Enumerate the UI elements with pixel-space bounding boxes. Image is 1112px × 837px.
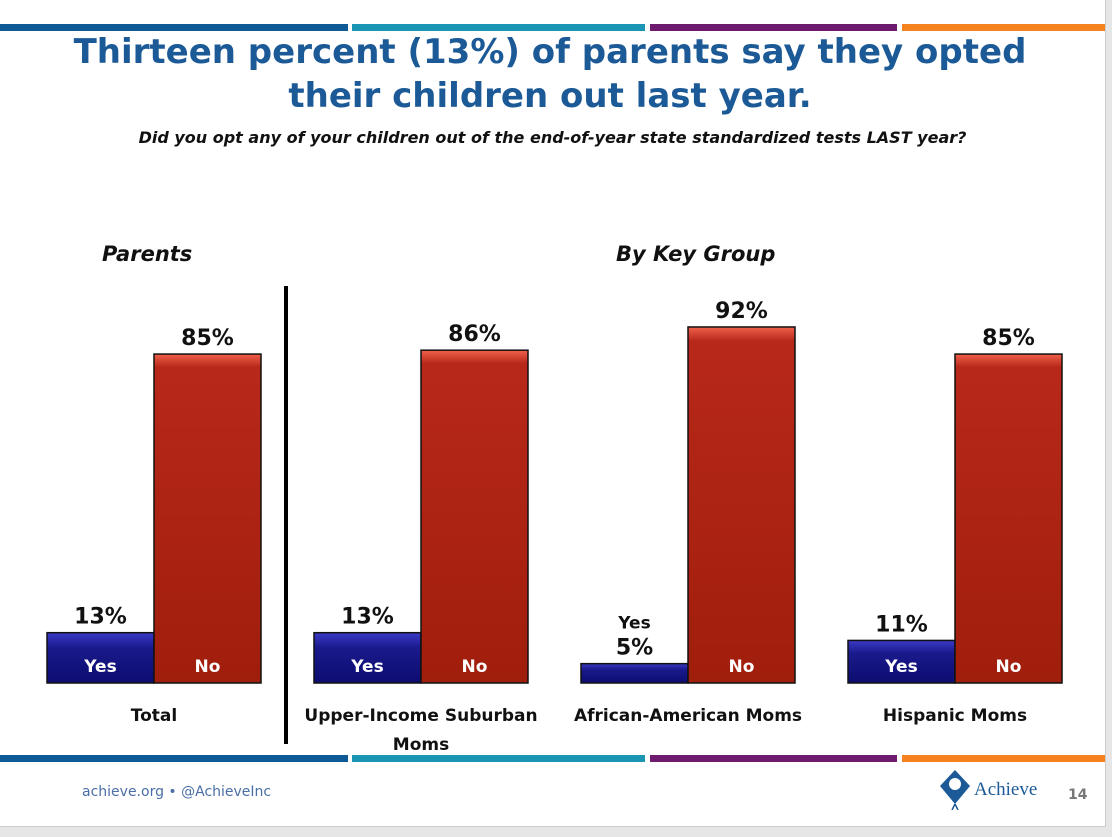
bar-yes: [580, 662, 689, 684]
category-label: Upper-Income Suburban: [304, 706, 537, 726]
top-stripe-teal: [352, 24, 645, 31]
bar-no: [954, 353, 1063, 684]
category-label: Hispanic Moms: [883, 706, 1027, 726]
achieve-logo-icon: [940, 770, 970, 810]
footer-links: achieve.org • @AchieveInc: [82, 784, 272, 800]
series-label: No: [996, 657, 1022, 677]
section-divider: [284, 286, 288, 744]
category-label: Moms: [393, 735, 449, 755]
bottom-stripe-purple: [650, 755, 897, 762]
series-label: No: [195, 657, 221, 677]
achieve-logo: Achieve: [940, 770, 1037, 810]
bar-no: [153, 353, 262, 684]
series-label: No: [462, 657, 488, 677]
slide-title: Thirteen percent (13%) of parents say th…: [73, 32, 1027, 116]
page-number: 14: [1068, 787, 1088, 803]
bar-yes: [847, 639, 956, 684]
data-label: 85%: [982, 326, 1035, 351]
bottom-stripe-orange: [902, 755, 1105, 762]
bar-no: [687, 326, 796, 684]
data-label: 13%: [341, 605, 394, 630]
data-label: 86%: [448, 322, 501, 347]
top-stripe-orange: [902, 24, 1105, 31]
category-label: African-American Moms: [574, 706, 802, 726]
bar-no: [420, 349, 529, 684]
data-label: 13%: [74, 605, 127, 630]
series-label: Yes: [884, 657, 917, 677]
data-label: 5%: [616, 636, 653, 661]
section-label-parents: Parents: [102, 242, 193, 266]
series-label: Yes: [617, 614, 650, 634]
bar-yes: [46, 631, 155, 684]
data-label: 85%: [181, 326, 234, 351]
series-label: No: [729, 657, 755, 677]
top-stripe-purple: [650, 24, 897, 31]
section-label-key-group: By Key Group: [616, 242, 776, 266]
bottom-stripe-teal: [352, 755, 645, 762]
bar-chart: 13% Yes 85% No Total 13% Yes 86% No Upper-Income …: [46, 299, 1063, 755]
series-label: Yes: [83, 657, 116, 677]
category-label: Total: [131, 706, 177, 726]
series-label: Yes: [350, 657, 383, 677]
achieve-logo-text: Achieve: [974, 779, 1038, 800]
data-label: 92%: [715, 299, 768, 324]
slide-subtitle: Did you opt any of your children out of …: [138, 128, 967, 147]
top-stripe-blue: [0, 24, 348, 31]
data-label: 11%: [875, 612, 928, 637]
bottom-stripe-blue: [0, 755, 348, 762]
